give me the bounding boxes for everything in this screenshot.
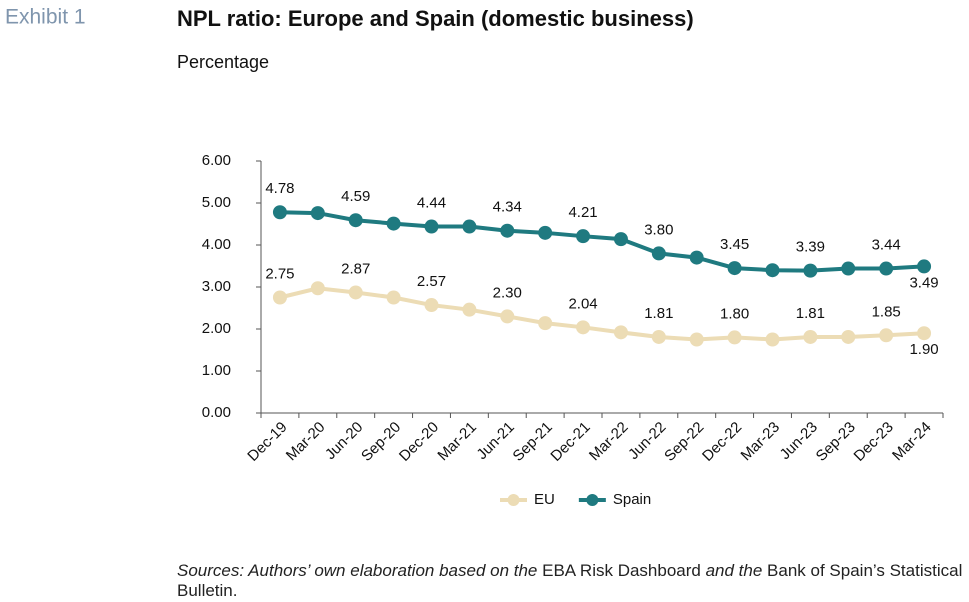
data-label: 1.81	[644, 305, 673, 322]
x-tick-label: Sep-23	[813, 419, 859, 465]
data-label: 3.49	[909, 274, 938, 291]
data-point	[348, 285, 363, 300]
data-label: 3.39	[796, 239, 825, 256]
data-label: 2.30	[493, 284, 522, 301]
data-point	[841, 261, 856, 276]
data-point	[765, 332, 780, 347]
x-tick-label: Dec-20	[396, 419, 442, 465]
data-point	[803, 263, 818, 278]
data-label: 2.57	[417, 273, 446, 290]
data-point	[765, 263, 780, 278]
legend-label: Spain	[613, 491, 651, 508]
data-label: 3.80	[644, 221, 673, 238]
data-point	[613, 325, 628, 340]
x-tick-label: Mar-23	[738, 419, 784, 465]
legend-label: EU	[534, 491, 555, 508]
x-tick-label: Jun-21	[473, 419, 517, 463]
data-point	[272, 205, 287, 220]
data-point	[462, 219, 477, 234]
chart-title: NPL ratio: Europe and Spain (domestic bu…	[177, 6, 694, 31]
x-tick-label: Dec-23	[851, 419, 897, 465]
data-point	[917, 326, 932, 341]
data-point	[500, 309, 515, 324]
y-tick-label: 3.00	[202, 278, 231, 295]
source-part: Sources: Authors’ own elaboration based …	[177, 561, 543, 580]
data-point	[424, 298, 439, 313]
data-label: 2.04	[568, 295, 597, 312]
data-label: 3.44	[872, 236, 901, 253]
y-tick-label: 1.00	[202, 362, 231, 379]
data-label: 1.81	[796, 305, 825, 322]
data-point	[879, 261, 894, 276]
data-label: 4.34	[493, 199, 522, 216]
data-point	[613, 232, 628, 247]
x-tick-label: Sep-21	[510, 419, 556, 465]
x-tick-label: Dec-21	[547, 419, 593, 465]
data-point	[500, 223, 515, 238]
x-tick-label: Jun-23	[777, 419, 821, 463]
data-label: 4.21	[568, 204, 597, 221]
x-tick-label: Mar-21	[434, 419, 480, 465]
data-label: 1.90	[909, 341, 938, 358]
data-point	[576, 229, 591, 244]
data-point	[841, 329, 856, 344]
x-tick-label: Jun-20	[322, 419, 366, 463]
data-point	[727, 261, 742, 276]
x-tick-label: Dec-19	[244, 419, 290, 465]
data-point	[310, 206, 325, 221]
exhibit-label: Exhibit 1	[5, 6, 86, 29]
data-label: 1.85	[872, 303, 901, 320]
x-tick-label: Sep-22	[661, 419, 707, 465]
source-part: EBA Risk Dashboard	[542, 561, 701, 580]
data-point	[386, 290, 401, 305]
chart-subtitle: Percentage	[177, 52, 269, 72]
data-point	[424, 219, 439, 234]
data-point	[386, 216, 401, 231]
y-tick-label: 4.00	[202, 236, 231, 253]
series-line	[279, 286, 925, 342]
data-point	[651, 329, 666, 344]
data-point	[727, 330, 742, 345]
data-point	[879, 328, 894, 343]
source-note: Sources: Authors’ own elaboration based …	[177, 561, 969, 601]
data-label: 4.59	[341, 188, 370, 205]
data-point	[310, 281, 325, 296]
data-point	[917, 259, 932, 274]
data-label: 2.87	[341, 260, 370, 277]
x-tick-label: Sep-20	[358, 419, 404, 465]
x-tick-label: Mar-24	[889, 419, 935, 465]
data-point	[803, 329, 818, 344]
data-point	[689, 332, 704, 347]
y-tick-label: 2.00	[202, 320, 231, 337]
data-point	[576, 320, 591, 335]
data-label: 4.44	[417, 194, 446, 211]
series-line	[279, 210, 925, 273]
source-part: and the	[700, 561, 768, 580]
data-label: 3.45	[720, 236, 749, 253]
chart: Exhibit 1 NPL ratio: Europe and Spain (d…	[5, 6, 944, 508]
data-point	[348, 213, 363, 228]
data-point	[689, 250, 704, 265]
data-point	[462, 302, 477, 317]
x-tick-label: Jun-22	[625, 419, 669, 463]
data-label: 4.78	[265, 180, 294, 197]
y-tick-label: 6.00	[202, 152, 231, 169]
y-tick-label: 5.00	[202, 194, 231, 211]
x-tick-label: Dec-22	[699, 419, 745, 465]
data-point	[538, 316, 553, 331]
data-point	[651, 246, 666, 261]
data-point	[272, 290, 287, 305]
legend-marker	[586, 494, 599, 506]
data-label: 1.80	[720, 305, 749, 322]
data-point	[538, 225, 553, 240]
data-label: 2.75	[265, 265, 294, 282]
y-tick-label: 0.00	[202, 404, 231, 421]
legend-marker	[507, 494, 520, 506]
x-tick-label: Mar-20	[283, 419, 329, 465]
source-part: Bank of Spain’s Statistical Bulletin.	[177, 561, 963, 600]
x-tick-label: Mar-22	[586, 419, 632, 465]
